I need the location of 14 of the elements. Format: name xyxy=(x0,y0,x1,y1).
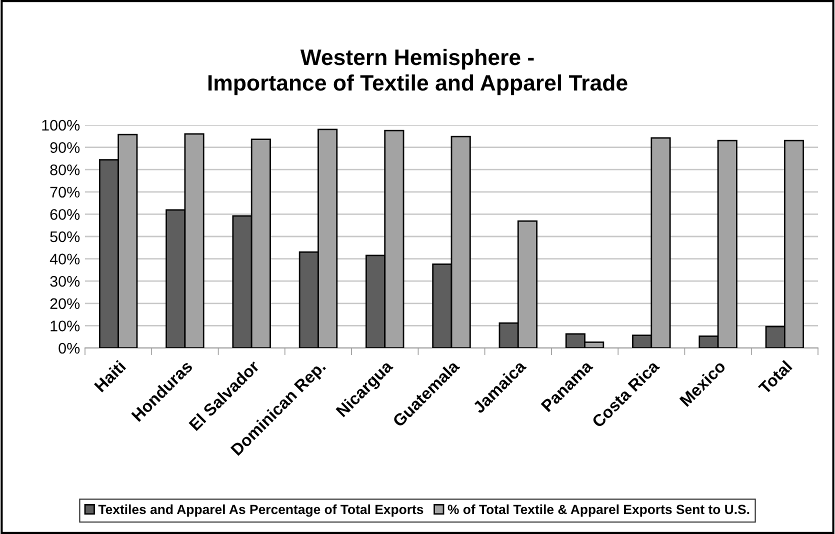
y-tick-label: 20% xyxy=(50,298,80,310)
y-tick-label: 90% xyxy=(50,142,80,153)
y-tick-label: 80% xyxy=(50,164,80,176)
y-tick-label: 30% xyxy=(50,276,80,287)
y-tick-label: 100% xyxy=(42,120,80,131)
y-tick-label: 60% xyxy=(50,209,80,220)
legend-label: Textiles and Apparel As Percentage of Total Exports xyxy=(98,504,424,517)
y-tick-label: 0% xyxy=(58,342,80,354)
y-tick-label: 70% xyxy=(50,186,80,198)
y-tick-label: 10% xyxy=(50,320,80,332)
y-tick-label: 50% xyxy=(50,231,80,242)
legend-label: % of Total Textile & Apparel Exports Sent to U.S. xyxy=(448,504,750,517)
y-tick-label: 40% xyxy=(50,254,80,264)
chart-title: Western Hemisphere - Importance of Textile and Apparel Trade xyxy=(208,48,628,96)
